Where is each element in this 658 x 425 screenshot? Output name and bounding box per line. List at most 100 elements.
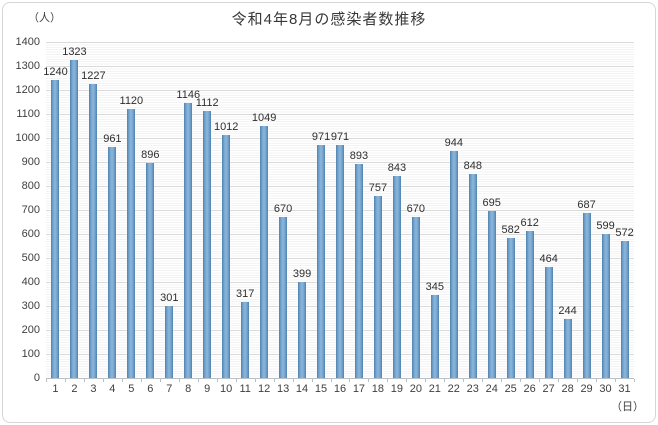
x-axis-tick: [406, 379, 408, 382]
x-axis-tick: [46, 379, 47, 382]
y-tick-label: 800: [21, 180, 40, 192]
x-axis-tick: [558, 379, 560, 382]
bar-value-label: 944: [444, 137, 463, 150]
x-tick-label: 21: [428, 383, 441, 395]
bar-value-label: 464: [539, 252, 558, 265]
bar-value-label: 599: [596, 220, 615, 233]
y-tick-label: 600: [21, 228, 40, 240]
x-tick-label: 24: [485, 383, 498, 395]
bar-value-label: 582: [501, 224, 520, 237]
x-axis-tick: [349, 379, 351, 382]
chart-title: 令和4年8月の感染者数推移: [231, 11, 427, 28]
y-tick-label: 1400: [15, 36, 40, 48]
bar-value-label: 1120: [119, 95, 144, 108]
x-tick-label: 1: [52, 383, 59, 395]
x-axis-tick: [159, 379, 161, 382]
x-tick-label: 14: [295, 383, 309, 395]
bar-value-label: 612: [520, 217, 539, 230]
bar-day-30: [601, 234, 610, 378]
bar-value-label: 572: [615, 226, 634, 239]
x-axis-tick: [102, 379, 104, 382]
bar-day-20: [411, 217, 420, 378]
x-tick-label: 20: [409, 383, 422, 395]
x-axis-tick: [140, 379, 142, 382]
bar-value-label: 301: [160, 291, 179, 304]
y-tick-label: 1200: [15, 84, 40, 96]
x-tick-label: 18: [371, 383, 385, 395]
y-tick-label: 1300: [15, 60, 40, 72]
x-tick-label: 5: [128, 383, 135, 395]
x-axis-tick: [330, 379, 332, 382]
x-tick-label: 28: [561, 383, 574, 395]
x-axis-tick: [520, 379, 522, 382]
y-tick-label: 1000: [15, 132, 40, 144]
x-axis-tick: [539, 379, 541, 382]
bar-day-8: [184, 102, 193, 378]
y-tick-label: 300: [21, 300, 40, 312]
bar-value-label: 1112: [195, 97, 219, 110]
x-axis-tick: [444, 379, 446, 382]
x-axis-tick: [425, 379, 427, 382]
bar-day-10: [222, 135, 231, 378]
x-tick-label: 8: [185, 383, 192, 395]
x-axis-tick: [577, 379, 579, 382]
bar-day-29: [582, 213, 591, 378]
x-tick-label: 3: [90, 383, 97, 395]
x-tick-label: 23: [466, 383, 479, 395]
bar-day-27: [544, 266, 553, 378]
x-tick-label: 30: [599, 383, 612, 395]
bar-day-5: [127, 109, 136, 378]
x-tick-label: 10: [220, 383, 233, 395]
x-axis-tick: [83, 379, 85, 382]
bar-day-31: [620, 240, 629, 378]
bar-value-label: 1146: [176, 88, 201, 101]
bar-day-2: [70, 60, 79, 378]
bar-value-label: 670: [406, 203, 426, 216]
gridline-major: [46, 114, 634, 115]
bar-value-label: 1012: [213, 121, 239, 134]
x-axis-tick: [368, 379, 370, 382]
x-tick-label: 22: [447, 383, 460, 395]
x-axis-tick: [273, 379, 275, 382]
x-tick-label: 4: [109, 383, 116, 395]
bar-day-25: [506, 238, 515, 378]
bar-value-label: 848: [463, 160, 482, 173]
x-tick-label: 16: [333, 383, 347, 395]
bar-value-label: 1240: [43, 66, 68, 79]
y-tick-label: 100: [21, 348, 40, 360]
y-axis-unit-label: （人）: [28, 12, 61, 24]
bar-day-21: [430, 295, 439, 378]
bar-day-23: [468, 174, 477, 378]
x-axis-tick: [501, 379, 503, 382]
bar-day-17: [354, 163, 363, 378]
gridline-major: [46, 90, 634, 91]
bar-day-13: [279, 217, 288, 378]
bar-day-6: [146, 162, 155, 378]
x-axis-tick: [235, 379, 237, 382]
bar-value-label: 893: [349, 149, 369, 162]
x-axis-tick: [292, 379, 294, 382]
y-tick-label: 500: [21, 252, 40, 264]
bar-day-1: [51, 80, 60, 378]
y-tick-label: 700: [21, 204, 40, 216]
y-tick-label: 400: [21, 276, 40, 288]
bar-value-label: 1227: [81, 69, 106, 82]
y-tick-label: 900: [21, 156, 40, 168]
x-axis-tick: [197, 379, 199, 382]
bar-day-16: [336, 144, 344, 378]
bar-day-3: [89, 83, 98, 378]
bar-value-label: 345: [425, 281, 445, 294]
x-axis-tick: [596, 379, 598, 382]
x-tick-label: 29: [580, 383, 593, 395]
x-tick-label: 6: [147, 383, 154, 395]
x-axis-tick: [482, 379, 484, 382]
x-axis-tick: [121, 379, 123, 382]
bar-day-9: [203, 111, 212, 378]
plot-area: 1240 1323 1227 961 1120 896 301 1146 1112 1012 317…: [43, 42, 634, 379]
bar-day-24: [487, 211, 496, 378]
bar-day-12: [260, 126, 269, 378]
x-tick-label: 15: [314, 383, 328, 395]
bar-value-label: 1323: [62, 46, 87, 59]
bar-day-7: [165, 305, 174, 378]
bar-value-label: 843: [387, 161, 407, 174]
